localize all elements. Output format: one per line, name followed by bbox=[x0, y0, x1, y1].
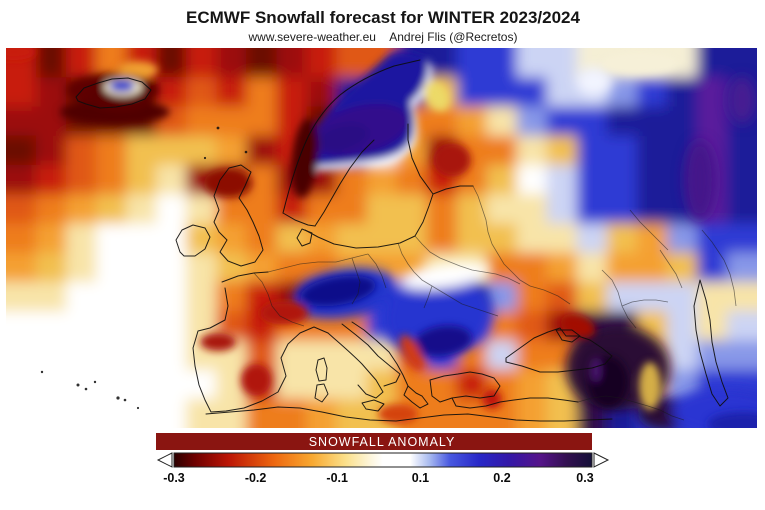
svg-text:ECMWF Snowfall forecast for WI: ECMWF Snowfall forecast for WINTER 2023/… bbox=[186, 8, 580, 27]
svg-text:0.3: 0.3 bbox=[576, 471, 593, 485]
svg-text:0.2: 0.2 bbox=[493, 471, 510, 485]
svg-text:-0.2: -0.2 bbox=[245, 471, 267, 485]
svg-text:-0.3: -0.3 bbox=[163, 471, 185, 485]
svg-text:0.1: 0.1 bbox=[412, 471, 429, 485]
svg-text:www.severe-weather.eu Andre: www.severe-weather.eu Andrej Flis (@Recr… bbox=[248, 30, 518, 44]
svg-text:-0.1: -0.1 bbox=[326, 471, 348, 485]
svg-text:SNOWFALL ANOMALY: SNOWFALL ANOMALY bbox=[309, 435, 456, 449]
